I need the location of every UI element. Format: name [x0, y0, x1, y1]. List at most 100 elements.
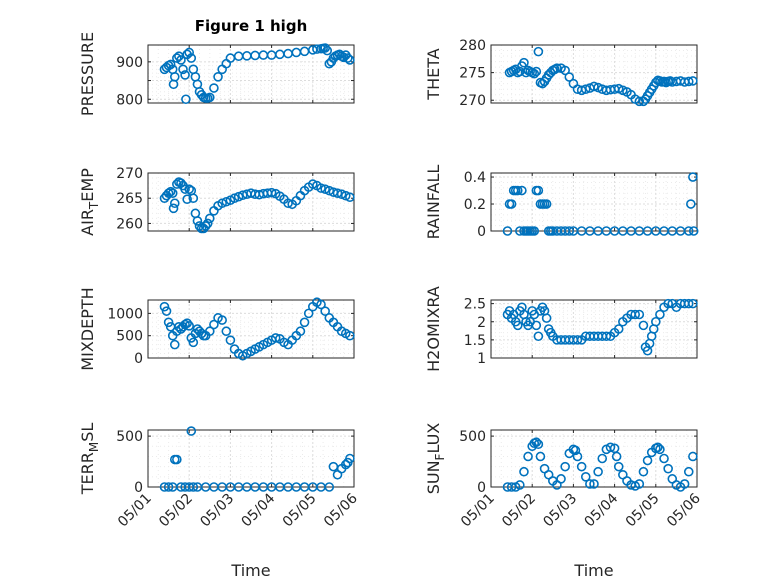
data-point: [688, 226, 699, 236]
data-point: [529, 226, 540, 236]
x-tick-label: 05/04: [239, 490, 279, 530]
data-point: [172, 454, 182, 465]
x-tick-label: 05/02: [499, 491, 539, 531]
data-point: [233, 191, 244, 202]
data-point: [343, 53, 353, 63]
data-point: [184, 184, 194, 194]
data-point: [205, 92, 215, 103]
data-point: [613, 324, 624, 334]
data-point: [159, 301, 170, 312]
data-point: [634, 309, 645, 320]
data-point: [589, 479, 599, 489]
y-axis-label: TERRMSL: [78, 423, 101, 496]
data-point: [163, 317, 174, 328]
data-point: [320, 43, 330, 53]
data-point: [523, 451, 533, 462]
data-point: [593, 466, 603, 477]
data-point: [340, 190, 351, 201]
data-point: [683, 298, 694, 309]
data-point: [502, 226, 513, 236]
data-point: [332, 188, 343, 198]
data-point: [307, 179, 318, 189]
x-tick-label: 05/06: [321, 490, 361, 530]
data-point: [688, 172, 698, 182]
data-point: [531, 66, 542, 77]
data-point: [585, 479, 595, 489]
data-point: [560, 461, 570, 472]
y-tick-label: 500: [459, 429, 486, 445]
data-point: [182, 194, 192, 205]
data-point: [613, 461, 624, 472]
data-point: [601, 331, 612, 342]
data-point: [531, 437, 542, 448]
data-point: [605, 442, 616, 453]
data-point: [200, 221, 211, 231]
y-tick-label: 0.4: [464, 170, 486, 186]
data-point: [529, 68, 540, 79]
data-point: [336, 189, 347, 199]
data-point: [570, 445, 581, 456]
x-tick-label: 05/01: [115, 491, 155, 531]
data-point: [345, 55, 355, 65]
x-tick-label: 05/03: [540, 491, 580, 531]
data-point: [650, 316, 661, 327]
data-point: [324, 185, 335, 196]
data-point: [184, 321, 194, 331]
data-point: [533, 331, 544, 342]
y-tick-label: 0: [477, 480, 486, 496]
data-point: [517, 185, 527, 196]
y-tick-label: 900: [116, 55, 143, 71]
y-tick-label: 260: [116, 216, 143, 232]
data-point: [564, 72, 575, 82]
y-tick-label: 800: [116, 92, 143, 108]
data-point: [688, 451, 698, 462]
x-tick-label: 05/01: [458, 491, 498, 531]
data-point: [180, 70, 190, 80]
data-point: [221, 196, 232, 207]
data-point: [688, 76, 698, 86]
y-tick-label: 270: [459, 93, 486, 109]
y-tick-label: 2.5: [464, 297, 486, 313]
data-point: [202, 218, 213, 229]
data-point: [180, 319, 190, 330]
x-tick-label: 05/03: [197, 491, 237, 531]
y-tick-label: 0: [134, 480, 143, 496]
subplot-pressure: 800 900 PRESSURE: [78, 32, 355, 116]
data-point: [186, 53, 197, 63]
data-point: [589, 81, 599, 92]
data-point: [683, 76, 694, 87]
data-point: [512, 320, 523, 331]
subplot-grid: 800 900 PRESSURE 270 275 280 THETA 260 265 270 AIR…: [78, 32, 704, 530]
y-axis-label: THETA: [424, 48, 443, 100]
data-point: [320, 306, 330, 316]
data-point: [165, 59, 176, 70]
data-point: [642, 455, 653, 466]
x-axis-label-right: Time: [573, 561, 613, 580]
data-point: [512, 185, 523, 196]
data-point: [192, 216, 203, 226]
y-axis-label: H2OMIXRA: [424, 286, 443, 372]
data-point: [303, 308, 314, 319]
data-point: [519, 57, 529, 68]
data-point: [165, 186, 176, 197]
data-point: [163, 188, 174, 198]
y-tick-label: 2: [477, 315, 486, 331]
x-tick-label: 05/06: [664, 490, 704, 530]
plot-border: [147, 44, 355, 104]
y-tick-label: 0: [477, 224, 486, 240]
data-point: [320, 184, 330, 194]
data-point: [597, 453, 608, 464]
data-point: [299, 317, 310, 328]
subplot-h2omixra: 1 1.5 2 2.5 H2OMIXRA: [424, 286, 698, 372]
data-point: [515, 480, 525, 490]
figure-title: Figure 1 high: [195, 17, 308, 35]
data-point: [169, 198, 180, 209]
data-point: [316, 183, 326, 193]
y-tick-label: 0: [134, 351, 143, 367]
subplot-air_temp: 260 265 270 AIRTEMP: [78, 166, 355, 236]
data-point: [174, 321, 184, 332]
data-point: [533, 185, 544, 196]
data-point: [188, 193, 199, 204]
data-point: [324, 482, 335, 492]
y-tick-label: 275: [459, 66, 486, 82]
